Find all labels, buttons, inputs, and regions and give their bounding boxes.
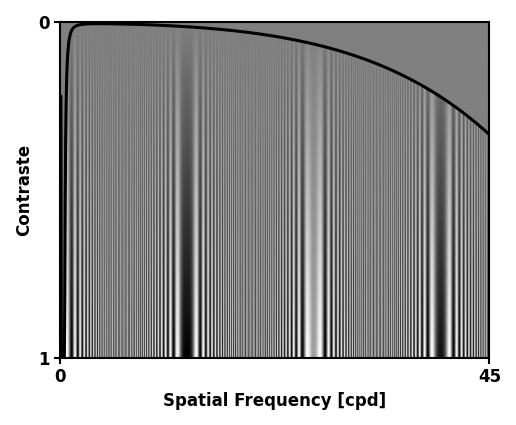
Y-axis label: Contraste: Contraste (15, 144, 33, 236)
X-axis label: Spatial Frequency [cpd]: Spatial Frequency [cpd] (164, 392, 386, 410)
